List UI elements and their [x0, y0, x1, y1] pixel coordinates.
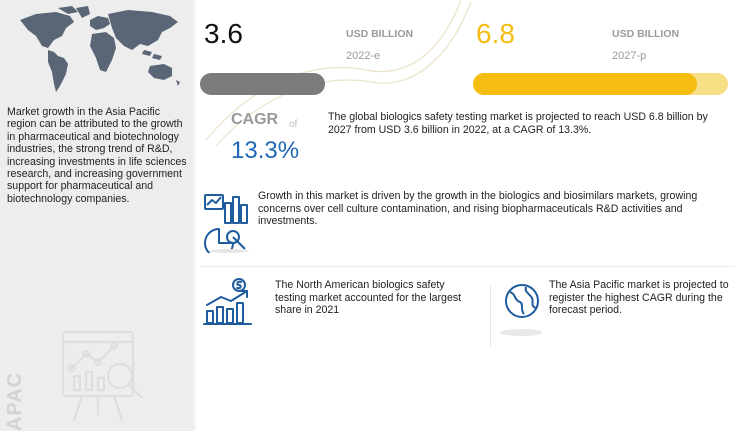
- cagr-of: of: [289, 119, 298, 130]
- year-2027: 2027-p: [612, 50, 647, 62]
- globe-icon: [505, 284, 539, 318]
- market-value-2022: 3.6: [204, 18, 243, 49]
- asia-pacific-text: The Asia Pacific market is projected to …: [549, 279, 729, 317]
- unit-2022: USD BILLION: [346, 28, 414, 40]
- main-panel: [196, 0, 750, 431]
- sidebar-description: Market growth in the Asia Pacific region…: [7, 106, 187, 205]
- cagr-label: CAGR: [231, 111, 279, 128]
- market-summary: The global biologics safety testing mark…: [328, 111, 708, 136]
- globe-shadow: [500, 329, 542, 336]
- presentation-board-icon: [61, 330, 144, 422]
- cagr-value: 13.3%: [231, 137, 300, 164]
- world-map-icon: [20, 6, 180, 92]
- market-value-2027: 6.8: [476, 18, 515, 49]
- drivers-text: Growth in this market is driven by the g…: [258, 190, 698, 228]
- section-divider: [200, 266, 735, 267]
- analytics-chart-icon: [204, 194, 249, 253]
- bar-growth-dollar-icon: [203, 278, 252, 325]
- decorative-swirl: [205, 0, 472, 147]
- unit-2027: USD BILLION: [612, 28, 680, 40]
- column-divider: [490, 286, 491, 346]
- north-america-text: The North American biologics safety test…: [275, 279, 462, 317]
- bar-2027: [473, 73, 697, 95]
- year-2022: 2022-e: [346, 50, 381, 62]
- bar-2022: [200, 73, 325, 95]
- region-label: APAC: [4, 371, 27, 431]
